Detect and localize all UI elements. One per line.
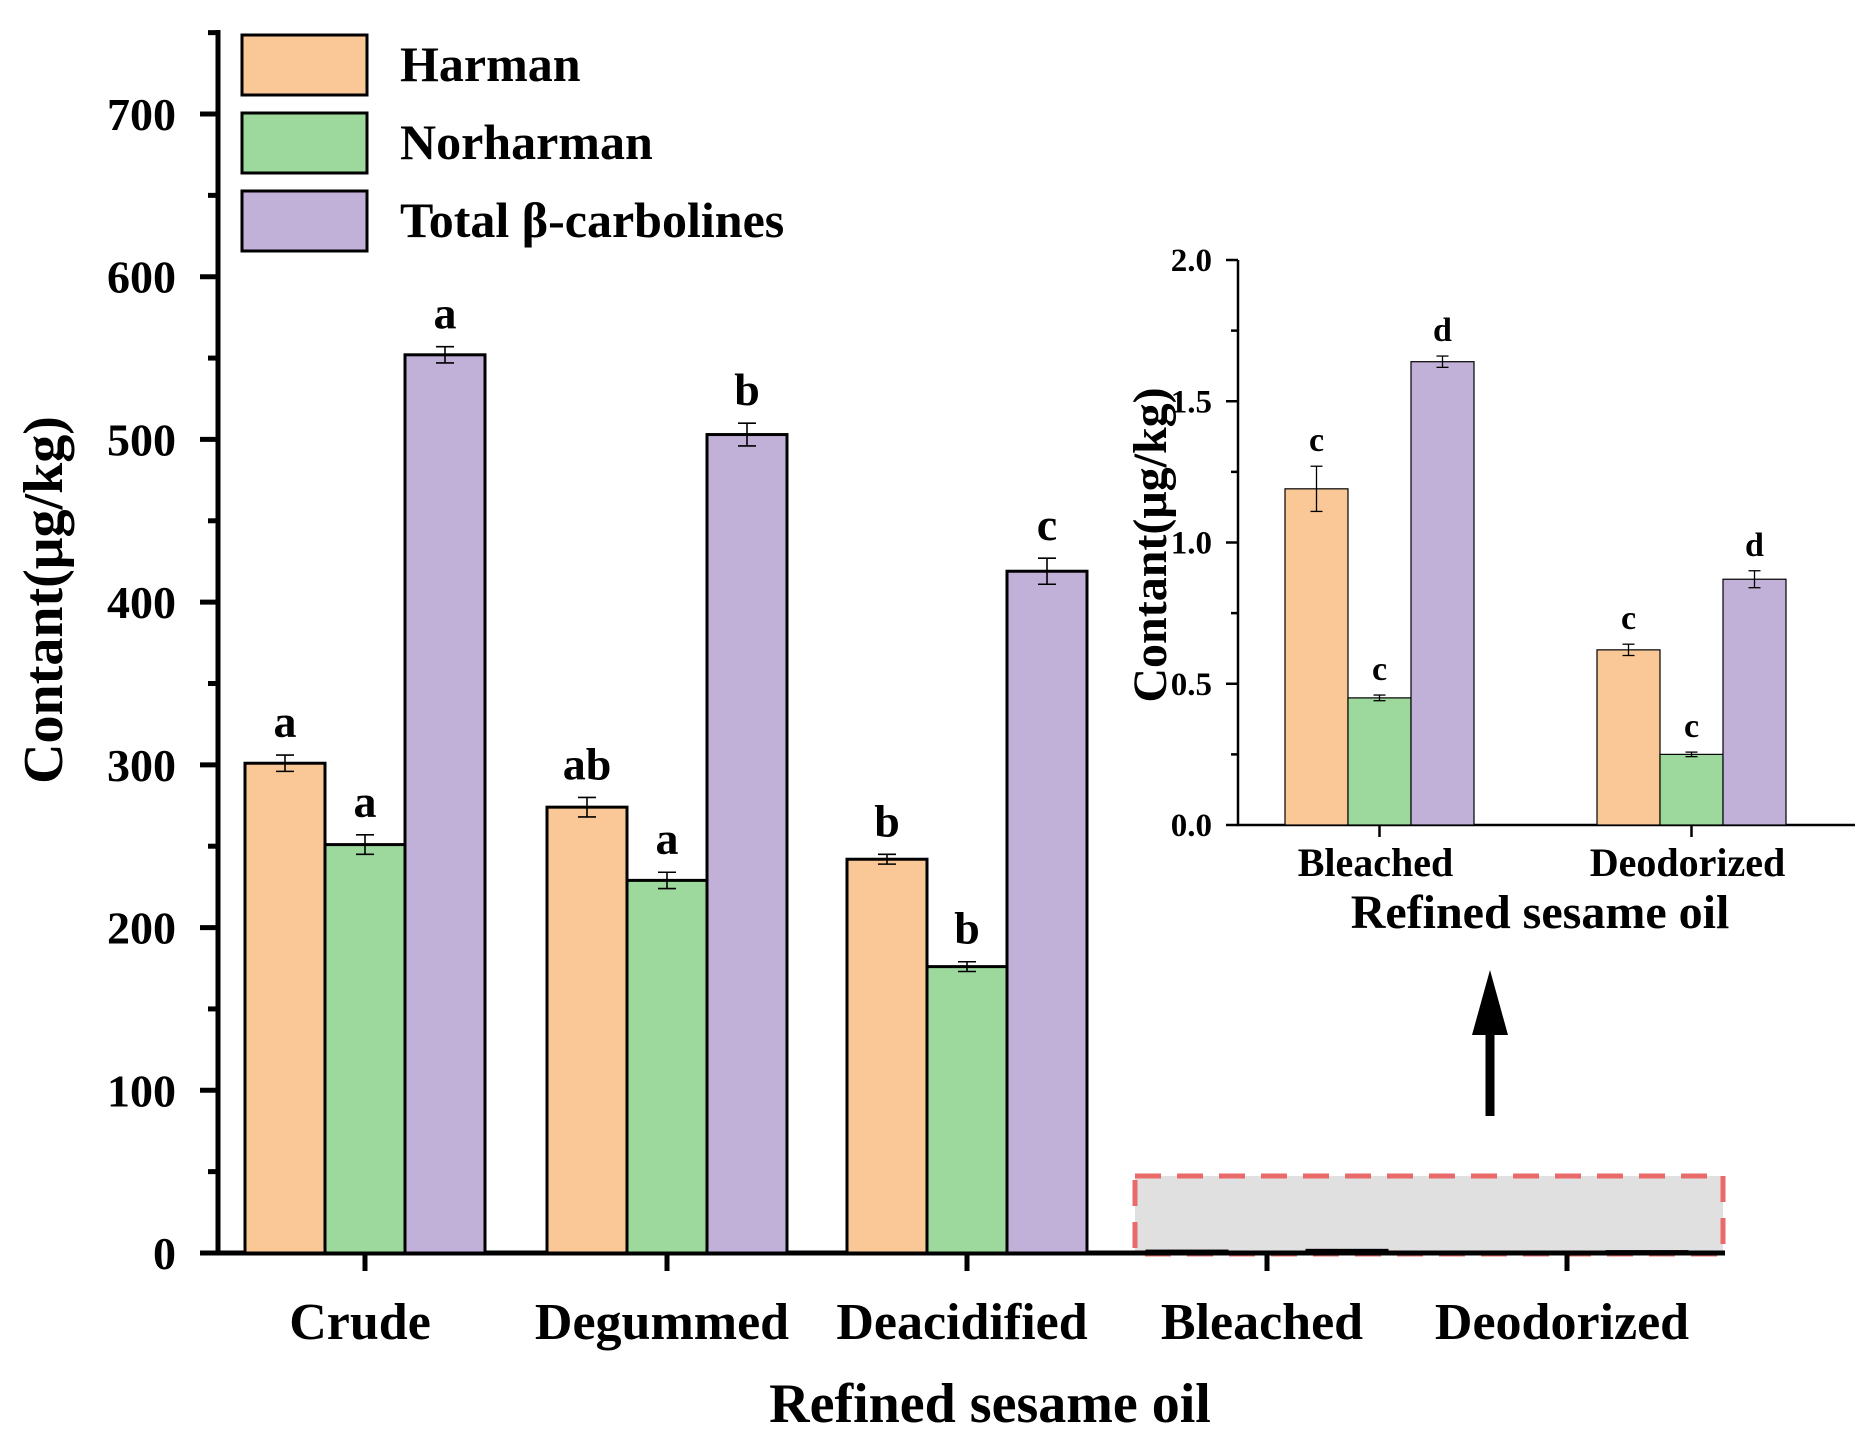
x-tick-label: Deodorized (1435, 1294, 1689, 1351)
inset-chart: 0.0 0.5 1.0 1.5 2.0 Bleached Deodorized c c c c d d R… (1124, 243, 1855, 939)
bar-harman (545, 805, 629, 1255)
inset-significance-letter: d (1433, 312, 1452, 349)
significance-letter: a (656, 813, 679, 864)
inset-significance-letter: d (1745, 527, 1764, 564)
inset-bar-total-carbolines (1410, 361, 1475, 826)
legend-label: Norharman (400, 114, 653, 170)
inset-y-tick-label: 1.5 (1171, 384, 1212, 420)
main-chart: 0 100 200 300 400 500 600 700 Crude Degummed Deaci… (13, 30, 1726, 1435)
inset-y-tick-label: 2.0 (1171, 243, 1212, 279)
inset-x-tick-label: Deodorized (1590, 840, 1786, 885)
significance-letter: b (874, 795, 900, 846)
inset-y-tick-label: 0.0 (1171, 808, 1212, 844)
inset-bar-harman (1284, 488, 1349, 826)
bar-norharman (323, 843, 407, 1255)
significance-letter: a (354, 776, 377, 827)
bar-norharman (925, 965, 1009, 1255)
x-tick-label: Crude (289, 1294, 431, 1351)
inset-significance-letter: c (1621, 600, 1636, 637)
significance-letter: a (434, 288, 457, 339)
x-tick-label: Bleached (1161, 1294, 1363, 1351)
significance-letter: c (1037, 499, 1057, 550)
inset-bar-norharman (1659, 753, 1724, 826)
bar-harman (845, 857, 929, 1255)
y-tick-label: 500 (107, 414, 176, 465)
legend-label: Total β-carbolines (400, 192, 784, 248)
x-axis-title: Refined sesame oil (769, 1373, 1211, 1435)
y-tick-label: 200 (107, 903, 176, 954)
bar-harman (1145, 1249, 1229, 1255)
significance-letter: b (954, 903, 980, 954)
y-tick-label: 700 (107, 89, 176, 140)
significance-letter: b (734, 364, 760, 415)
arrow-head (1472, 970, 1508, 1035)
bar-total-carbolines (705, 433, 789, 1255)
legend-swatch (240, 189, 369, 253)
y-tick-label: 600 (107, 252, 176, 303)
inset-x-tick-label: Bleached (1298, 840, 1454, 885)
inset-bar-total-carbolines (1722, 578, 1787, 826)
inset-significance-letter: c (1684, 708, 1699, 745)
y-axis-title: Contant(μg/kg) (13, 416, 75, 784)
bar-norharman (625, 878, 709, 1255)
inset-y-tick-label: 0.5 (1171, 667, 1212, 703)
y-tick-label: 100 (107, 1065, 176, 1116)
bar-total-carbolines (403, 353, 487, 1255)
x-tick-label: Degummed (535, 1294, 789, 1351)
inset-significance-letter: c (1309, 422, 1324, 459)
y-tick-label: 0 (153, 1228, 176, 1279)
significance-letter: ab (563, 738, 612, 789)
bar-total-carbolines (1305, 1248, 1389, 1255)
bar-total-carbolines (1005, 569, 1089, 1255)
legend-swatch (240, 111, 369, 175)
legend-label: Harman (400, 36, 581, 92)
bar-norharman (1525, 1251, 1609, 1255)
inset-significance-letter: c (1372, 651, 1387, 688)
inset-y-axis-title: Contant(μg/kg) (1124, 387, 1177, 702)
bar-harman (243, 761, 327, 1255)
bar-harman (1445, 1250, 1529, 1255)
zoom-highlight-region (1132, 1173, 1726, 1257)
y-tick-label: 400 (107, 577, 176, 628)
inset-bar-harman (1596, 649, 1661, 826)
bar-total-carbolines (1605, 1250, 1689, 1255)
significance-letter: a (274, 696, 297, 747)
inset-bar-norharman (1347, 697, 1412, 826)
x-tick-label: Deacidified (836, 1294, 1087, 1351)
legend-swatch (240, 33, 369, 97)
inset-y-tick-label: 1.0 (1171, 526, 1212, 562)
inset-x-axis-title: Refined sesame oil (1351, 886, 1730, 939)
bar-norharman (1225, 1250, 1309, 1255)
y-tick-label: 300 (107, 740, 176, 791)
